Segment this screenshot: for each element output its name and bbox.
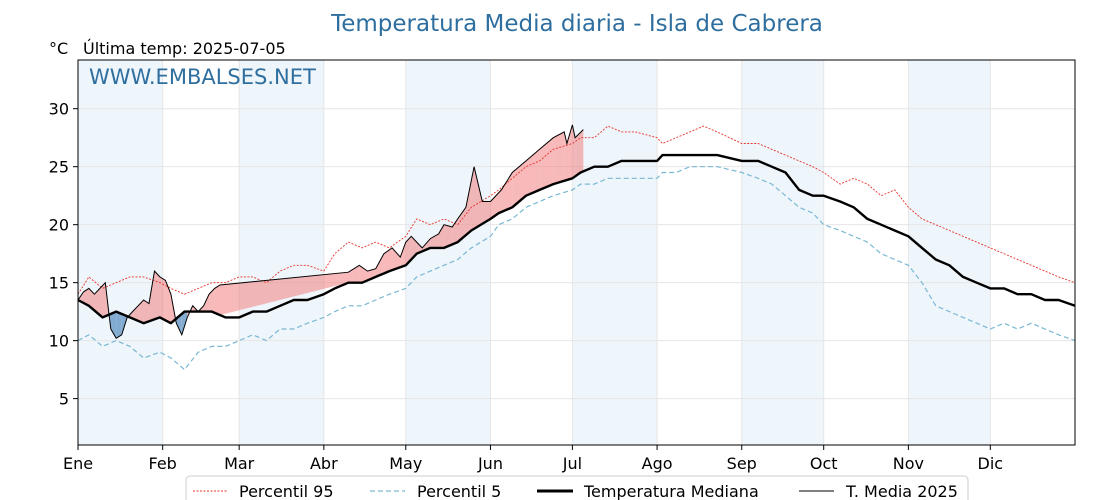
anomaly-above-segment	[525, 149, 540, 196]
anomaly-above-segment	[99, 282, 106, 317]
anomaly-above-segment	[94, 288, 100, 316]
anomaly-above-segment	[465, 166, 475, 236]
anomaly-above-segment	[400, 242, 406, 268]
anomaly-above-segment	[143, 300, 150, 324]
anomaly-above-segment	[405, 236, 412, 266]
month-band	[572, 60, 658, 445]
month-band	[908, 60, 991, 445]
series-lines	[77, 124, 1076, 371]
anomaly-above-segment	[203, 294, 210, 312]
x-tick-label: Dic	[978, 454, 1004, 473]
y-tick-label: 10	[49, 332, 69, 351]
anomaly-above-segment	[383, 247, 393, 274]
anomaly-above-segment	[132, 305, 139, 321]
legend-median-label: Temperatura Mediana	[583, 482, 759, 500]
anomaly-above-segment	[566, 124, 573, 180]
series-line-median	[77, 153, 1076, 325]
x-tick-label: Jun	[477, 454, 503, 473]
series-line-year	[77, 124, 584, 340]
x-tick-label: Sep	[727, 454, 757, 473]
x-axis-ticks: Ene Feb Mar Abr May Jun Jul Ago Sep Oct Nov Dic	[63, 445, 1003, 473]
x-tick-label: Feb	[149, 454, 177, 473]
last-temp-label: Última temp: 2025-07-05	[83, 39, 286, 58]
anomaly-above-segment	[553, 131, 565, 185]
legend-box	[185, 475, 969, 500]
legend: Percentil 95 Percentil 5 Temperatura Med…	[185, 475, 969, 500]
anomaly-above-segment	[512, 160, 526, 208]
anomaly-above-segment	[438, 224, 445, 248]
legend-p95-label: Percentil 95	[239, 482, 334, 500]
anomaly-below-segment	[176, 313, 182, 335]
anomaly-above-segment	[482, 201, 491, 224]
x-tick-label: Jul	[562, 454, 582, 473]
anomaly-above-segment	[490, 189, 502, 219]
anomaly-above-segment	[214, 284, 221, 316]
series-line-p95	[77, 125, 1076, 295]
y-tick-label: 25	[49, 158, 69, 177]
anomaly-above-segment	[375, 253, 384, 277]
anomaly-above-segment	[444, 224, 453, 248]
month-band	[78, 60, 163, 445]
x-tick-label: Nov	[893, 454, 924, 473]
anomaly-above-segment	[572, 124, 576, 179]
y-axis-ticks: 5 10 15 20 25 30	[49, 100, 78, 409]
y-unit-label: °C	[49, 39, 68, 58]
month-bands	[78, 60, 991, 445]
y-tick-label: 20	[49, 216, 69, 235]
anomaly-above-segment	[138, 300, 144, 324]
anomaly-below-segment	[110, 311, 117, 339]
month-band	[741, 60, 824, 445]
plot-frame	[77, 59, 1076, 446]
legend-p5-label: Percentil 5	[417, 482, 501, 500]
anomaly-above-segment	[88, 288, 95, 311]
anomaly-above-segment	[575, 129, 584, 177]
y-tick-label: 15	[49, 274, 69, 293]
month-band	[239, 60, 324, 445]
anomaly-above-segment	[539, 137, 554, 190]
anomaly-above-segment	[564, 131, 567, 181]
anomaly-above-segment	[501, 172, 513, 212]
anomaly-above-segment	[209, 288, 215, 313]
legend-year-label: T. Media 2025	[845, 482, 958, 500]
watermark: WWW.EMBALSES.NET	[89, 65, 316, 89]
x-tick-label: Ago	[642, 454, 673, 473]
x-tick-label: May	[389, 454, 422, 473]
x-tick-label: Mar	[224, 454, 255, 473]
anomaly-below-segment	[116, 311, 122, 339]
anomaly-above-segment	[83, 288, 89, 306]
y-tick-label: 30	[49, 100, 69, 119]
x-tick-label: Abr	[310, 454, 338, 473]
anomaly-above-segment	[154, 271, 160, 320]
anomaly-above-segment	[220, 272, 349, 316]
anomaly-above-segment	[474, 166, 483, 229]
x-tick-label: Ene	[63, 454, 93, 473]
y-tick-label: 5	[59, 390, 69, 409]
anomaly-above-segment	[149, 271, 155, 322]
chart-title: Temperatura Media diaria - Isla de Cabre…	[330, 11, 823, 37]
anomaly-above-segment	[348, 265, 360, 283]
anomaly-above-segment	[159, 276, 166, 321]
series-line-p5	[77, 166, 1076, 371]
anomaly-above-segment	[392, 247, 401, 271]
x-tick-label: Oct	[810, 454, 838, 473]
